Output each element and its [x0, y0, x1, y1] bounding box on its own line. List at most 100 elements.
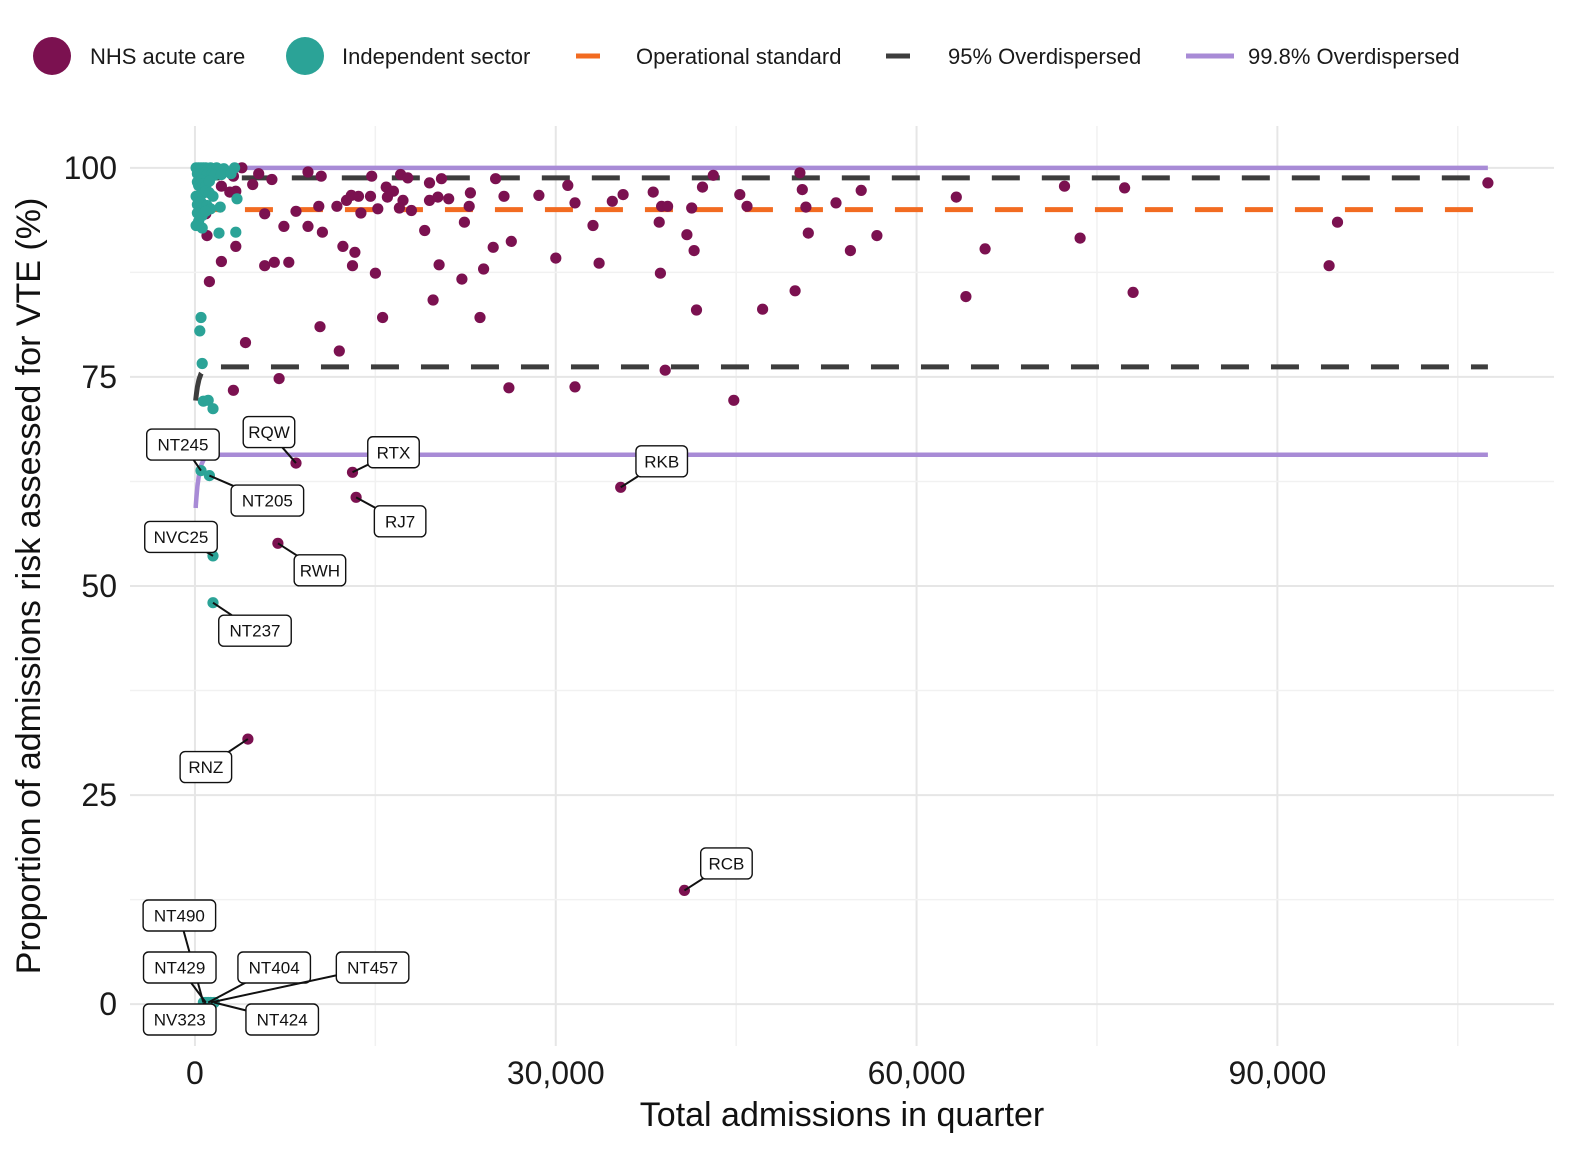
- nhs-point: [569, 197, 581, 209]
- nhs-point: [1074, 232, 1086, 244]
- nhs-point: [215, 255, 227, 268]
- nhs-point: [569, 381, 581, 393]
- point-label: RCB: [708, 854, 744, 873]
- nhs-point: [757, 303, 769, 315]
- nhs-point: [659, 364, 671, 376]
- nhs-point: [259, 208, 271, 220]
- nhs-point: [463, 200, 475, 212]
- independent-point: [200, 205, 212, 217]
- label-box: [293, 554, 347, 587]
- nhs-point: [302, 220, 314, 232]
- nhs-point: [662, 200, 674, 212]
- nhs-point: [844, 245, 857, 257]
- label-box: [335, 951, 410, 984]
- nhs-point: [230, 240, 242, 252]
- point-label: NT205: [242, 492, 293, 511]
- nhs-point: [728, 394, 740, 406]
- nhs-point: [456, 273, 468, 285]
- independent-point: [194, 325, 206, 337]
- nhs-point: [423, 194, 436, 206]
- nhs-point: [364, 190, 377, 202]
- nhs-point: [432, 191, 444, 203]
- legend-label-nhs: NHS acute care: [90, 44, 245, 69]
- nhs-point: [377, 311, 389, 324]
- x-tick-label: 60,000: [868, 1055, 966, 1091]
- nhs-point: [369, 267, 381, 279]
- point-label: RWH: [300, 561, 340, 580]
- nhs-point: [227, 384, 239, 396]
- point-label: NT237: [229, 622, 280, 641]
- nhs-point: [381, 191, 393, 203]
- legend: NHS acute care Independent sector Operatio…: [33, 37, 1460, 75]
- nhs-point: [331, 200, 343, 212]
- nhs-point: [247, 178, 259, 191]
- nhs-point: [1323, 260, 1335, 272]
- nhs-point: [278, 220, 290, 232]
- nhs-point: [352, 190, 365, 202]
- nhs-point: [741, 200, 753, 212]
- nhs-point: [313, 200, 325, 212]
- nhs-point: [355, 207, 367, 219]
- label-box: [373, 505, 427, 538]
- nhs-point: [678, 884, 691, 897]
- label-box: [144, 520, 218, 554]
- independent-point: [203, 175, 215, 187]
- point-labels: NT245 RQW RTX NT205 RKB RJ7 NVC25 RWH NT237 RNZ RC…: [142, 415, 753, 1036]
- nhs-point: [855, 184, 867, 196]
- od95-upper-line: [193, 175, 1488, 188]
- label-box: [237, 951, 312, 984]
- y-tick-label: 0: [99, 986, 117, 1022]
- point-label: RTX: [377, 443, 411, 462]
- label-box: [635, 445, 689, 478]
- nhs-point: [653, 216, 665, 228]
- axis-ticks: 0 30,000 60,000 90,000 0 25 50 75 100: [64, 150, 1327, 1091]
- legend-label-ind: Independent sector: [342, 44, 530, 69]
- grid: [130, 126, 1554, 1046]
- label-box: [699, 847, 753, 880]
- legend-label-od998: 99.8% Overdispersed: [1248, 44, 1460, 69]
- label-box: [142, 951, 217, 984]
- nhs-point: [433, 259, 445, 271]
- nhs-point: [419, 224, 431, 237]
- nhs-point: [562, 179, 574, 191]
- nhs-point: [427, 294, 439, 306]
- nhs-point: [266, 173, 278, 186]
- nhs-point: [337, 240, 349, 252]
- nhs-point: [350, 491, 362, 503]
- nhs-point: [802, 227, 814, 239]
- independent-point: [207, 597, 219, 609]
- independent-point: [202, 394, 214, 406]
- label-box: [230, 484, 305, 517]
- nhs-point: [290, 205, 302, 217]
- label-box: [179, 750, 233, 784]
- y-tick-label: 25: [81, 777, 117, 813]
- point-label: NVC25: [154, 528, 209, 547]
- nhs-point: [443, 193, 455, 205]
- nhs-point: [505, 235, 517, 247]
- nhs-point: [1482, 177, 1494, 189]
- nhs-point: [1331, 216, 1344, 228]
- nhs-point: [215, 180, 227, 192]
- nhs-point: [283, 256, 295, 268]
- nhs-point: [314, 321, 326, 333]
- nhs-point: [487, 241, 499, 253]
- independent-point: [196, 357, 208, 370]
- nhs-point: [654, 267, 667, 279]
- nhs-point: [796, 184, 808, 196]
- independent-point: [213, 227, 225, 239]
- point-label: RQW: [248, 423, 290, 442]
- od95-lower-line: [193, 364, 1488, 401]
- nhs-point: [707, 169, 719, 181]
- x-axis-title: Total admissions in quarter: [640, 1096, 1044, 1134]
- point-label: RKB: [644, 452, 679, 471]
- point-label: NT429: [154, 959, 205, 978]
- nhs-point: [253, 168, 265, 180]
- legend-key-ind: [286, 37, 324, 75]
- nhs-point: [402, 172, 414, 184]
- data-points: [190, 162, 1494, 1009]
- nhs-point: [393, 202, 405, 214]
- nhs-point: [1058, 180, 1071, 192]
- nhs-point: [587, 219, 599, 232]
- nhs-point: [960, 291, 972, 303]
